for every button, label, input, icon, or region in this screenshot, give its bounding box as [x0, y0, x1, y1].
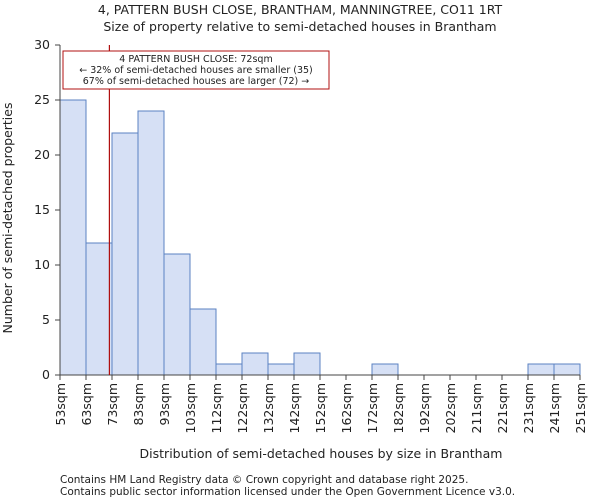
bar-73sqm [111, 132, 139, 376]
bar-142sqm [293, 352, 321, 376]
marker-group: 4 PATTERN BUSH CLOSE: 72sqm← 32% of semi… [62, 45, 330, 375]
bar-83sqm [137, 110, 165, 376]
x-tick-label: 251sqm [573, 383, 588, 433]
y-tick-label: 10 [34, 257, 50, 272]
bar-112sqm [215, 363, 243, 376]
x-tick-label: 241sqm [547, 383, 562, 433]
footer-line-1: Contains HM Land Registry data © Crown c… [60, 474, 468, 486]
x-tick-label: 231sqm [521, 383, 536, 433]
x-tick-label: 142sqm [287, 383, 302, 433]
y-axis-label: Number of semi-detached properties [0, 103, 15, 334]
bar-132sqm [267, 363, 295, 376]
x-tick-label: 192sqm [417, 383, 432, 433]
annotation-line-3: 67% of semi-detached houses are larger (… [83, 76, 310, 87]
bar-63sqm [85, 242, 113, 376]
annotation-box [62, 50, 330, 90]
y-tick-label: 30 [34, 37, 50, 52]
bar-241sqm [553, 363, 581, 376]
y-tick-label: 20 [34, 147, 50, 162]
x-tick-label: 103sqm [183, 383, 198, 433]
x-tick-label: 162sqm [339, 383, 354, 433]
y-tick-label: 0 [42, 367, 50, 382]
annotation-line-2: ← 32% of semi-detached houses are smalle… [79, 65, 313, 76]
x-tick-label: 132sqm [261, 383, 276, 433]
y-tick-label: 5 [42, 312, 50, 327]
x-tick-label: 211sqm [469, 383, 484, 433]
x-tick-label: 63sqm [79, 383, 94, 426]
bars-group [59, 99, 581, 376]
y-tick-label: 15 [34, 202, 50, 217]
x-tick-label: 221sqm [495, 383, 510, 433]
bar-93sqm [163, 253, 191, 376]
x-tick-label: 152sqm [313, 383, 328, 433]
bar-172sqm [371, 363, 399, 376]
x-tick-label: 93sqm [157, 383, 172, 426]
bar-103sqm [189, 308, 217, 376]
chart-title: 4, PATTERN BUSH CLOSE, BRANTHAM, MANNING… [98, 2, 503, 17]
x-tick-label: 83sqm [131, 383, 146, 426]
bar-231sqm [527, 363, 555, 376]
x-tick-label: 182sqm [391, 383, 406, 433]
chart-subtitle: Size of property relative to semi-detach… [103, 19, 496, 34]
y-tick-label: 25 [34, 92, 50, 107]
x-tick-label: 202sqm [443, 383, 458, 433]
x-tick-label: 122sqm [235, 383, 250, 433]
x-tick-label: 172sqm [365, 383, 380, 433]
bar-122sqm [241, 352, 269, 376]
footer-line-2: Contains public sector information licen… [60, 486, 515, 498]
x-tick-label: 73sqm [105, 383, 120, 426]
annotation-line-1: 4 PATTERN BUSH CLOSE: 72sqm [119, 54, 272, 65]
x-axis-label: Distribution of semi-detached houses by … [140, 446, 503, 461]
y-axis: 0 5 10 15 20 25 30 [34, 37, 61, 382]
x-tick-label: 112sqm [209, 383, 224, 433]
bar-53sqm [59, 99, 87, 376]
x-tick-label: 53sqm [53, 383, 68, 426]
x-axis: 53sqm 63sqm 73sqm 83sqm 93sqm 103sqm 112sqm 122… [53, 374, 588, 433]
